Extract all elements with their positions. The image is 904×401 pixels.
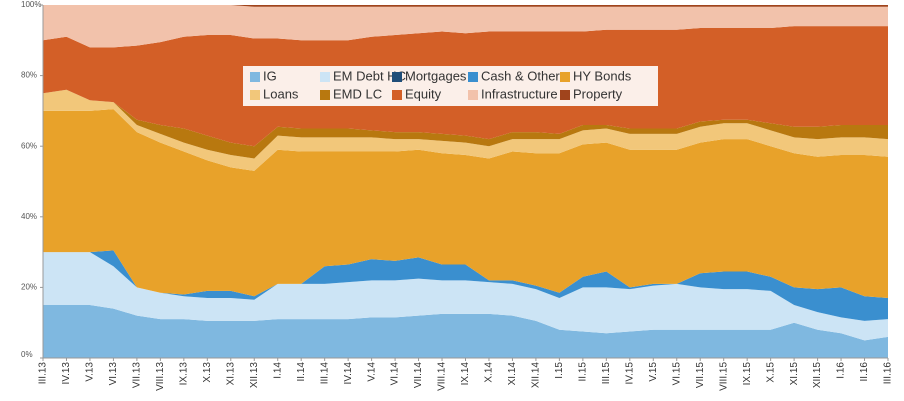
x-tick-label: VII.14: [413, 362, 424, 389]
legend-label: Equity: [405, 86, 442, 101]
x-tick-label: III.16: [883, 362, 894, 385]
legend: IG EM Debt HC Mortgages Cash & Other HY Bond…: [243, 66, 658, 106]
x-tick-label: II.14: [296, 362, 307, 382]
x-tick-label: I.16: [836, 362, 847, 379]
x-tick-label: IX.13: [178, 362, 189, 386]
y-tick-label: 100%: [21, 0, 41, 9]
x-tick-label: IV.13: [61, 362, 72, 385]
legend-label: Mortgages: [405, 68, 467, 83]
y-tick-label: 40%: [21, 212, 37, 221]
legend-swatch: [392, 90, 402, 100]
x-tick-label: VIII.14: [437, 362, 448, 391]
y-tick-label: 60%: [21, 141, 37, 150]
legend-label: Loans: [263, 86, 299, 101]
legend-swatch: [392, 72, 402, 82]
legend-label: HY Bonds: [573, 68, 632, 83]
y-tick-label: 0%: [21, 350, 33, 359]
legend-swatch: [320, 90, 330, 100]
legend-label: EM Debt HC: [333, 68, 406, 83]
x-tick-label: VII.13: [132, 362, 143, 389]
x-tick-label: V.15: [648, 362, 659, 382]
x-tick-label: VIII.15: [718, 362, 729, 391]
x-tick-label: II.16: [859, 362, 870, 382]
x-tick-label: I.14: [272, 362, 283, 379]
legend-label: Cash & Other: [481, 68, 560, 83]
x-tick-label: VII.15: [695, 362, 706, 389]
area: [43, 5, 888, 7]
x-tick-label: IV.14: [343, 362, 354, 385]
x-tick-label: XI.15: [789, 362, 800, 386]
legend-label: Infrastructure: [481, 86, 558, 101]
legend-swatch: [250, 90, 260, 100]
x-tick-label: XII.15: [812, 362, 823, 389]
legend-swatch: [468, 72, 478, 82]
y-tick-label: 20%: [21, 283, 37, 292]
x-tick-label: XII.13: [249, 362, 260, 389]
x-tick-label: II.15: [578, 362, 589, 382]
legend-label: Property: [573, 86, 623, 101]
legend-swatch: [320, 72, 330, 82]
x-tick-label: III.14: [319, 362, 330, 385]
x-tick-label: V.14: [366, 362, 377, 382]
area: [43, 109, 888, 298]
x-tick-label: V.13: [85, 362, 96, 382]
area: [43, 5, 888, 48]
area: [43, 250, 888, 321]
legend-swatch: [560, 72, 570, 82]
x-tick-label: VI.13: [108, 362, 119, 386]
legend-swatch: [468, 90, 478, 100]
area: [43, 252, 888, 341]
legend-swatch: [250, 72, 260, 82]
x-tick-label: VIII.13: [155, 362, 166, 391]
area: [43, 305, 888, 358]
x-tick-label: IX.15: [742, 362, 753, 386]
x-tick-label: XII.14: [531, 362, 542, 389]
x-tick-label: XI.13: [225, 362, 236, 386]
legend-label: EMD LC: [333, 86, 382, 101]
y-tick-label: 80%: [21, 71, 37, 80]
x-tick-label: IX.14: [460, 362, 471, 386]
x-tick-label: XI.14: [507, 362, 518, 386]
x-tick-label: IV.15: [624, 362, 635, 385]
x-tick-label: III.13: [38, 362, 49, 385]
x-tick-label: VI.15: [671, 362, 682, 386]
area: [43, 89, 888, 171]
x-tick-label: III.15: [601, 362, 612, 385]
legend-label: IG: [263, 68, 277, 83]
x-tick-label: X.13: [202, 362, 213, 383]
x-tick-label: VI.14: [390, 362, 401, 386]
legend-box: [243, 66, 658, 106]
x-tick-label: X.14: [484, 362, 495, 383]
legend-swatch: [560, 90, 570, 100]
x-tick-label: X.15: [765, 362, 776, 383]
x-tick-label: I.15: [554, 362, 565, 379]
